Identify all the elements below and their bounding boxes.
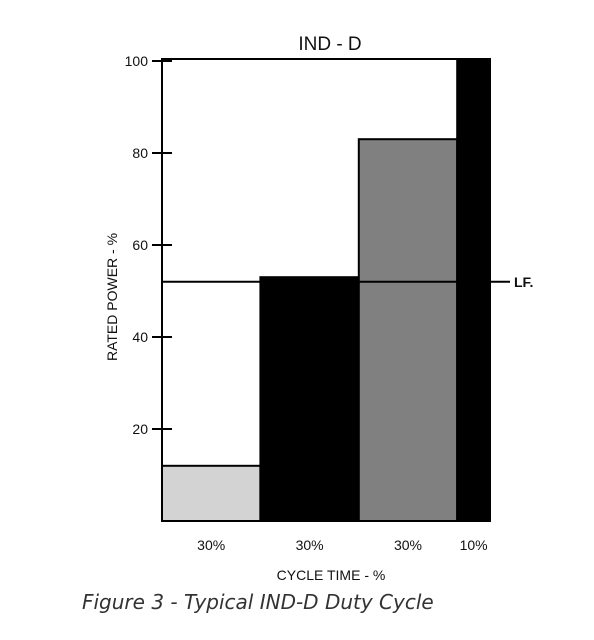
bar-4 — [456, 60, 492, 522]
load-factor-label: LF. — [514, 274, 533, 290]
y-tick-label: 60 — [132, 237, 148, 253]
y-axis-label: RATED POWER - % — [104, 233, 120, 361]
y-tick-label: 40 — [132, 329, 148, 345]
load-factor-group: LF. — [162, 274, 533, 290]
y-tick-label: 20 — [132, 421, 148, 437]
x-tick-label: 30% — [197, 537, 225, 553]
bar-2 — [259, 276, 360, 523]
x-tick-labels: 30% 30% 30% 10% — [197, 537, 487, 553]
x-tick-label: 10% — [460, 537, 488, 553]
plot-frame — [161, 58, 491, 522]
y-tick-label: 100 — [125, 53, 149, 69]
y-tick-label: 80 — [132, 145, 148, 161]
x-axis-label: CYCLE TIME - % — [277, 567, 386, 583]
y-ticks: 20 40 60 80 100 — [125, 53, 172, 437]
bars-layer — [161, 60, 492, 523]
chart-title: IND - D — [298, 34, 361, 55]
figure-caption: Figure 3 - Typical IND-D Duty Cycle — [82, 590, 434, 614]
bar-1 — [161, 464, 262, 522]
x-tick-label: 30% — [394, 537, 422, 553]
x-tick-label: 30% — [296, 537, 324, 553]
duty-cycle-chart: IND - D RATED POWER - % CYCLE TIME - % 2… — [104, 34, 533, 583]
bar-3 — [357, 138, 459, 522]
